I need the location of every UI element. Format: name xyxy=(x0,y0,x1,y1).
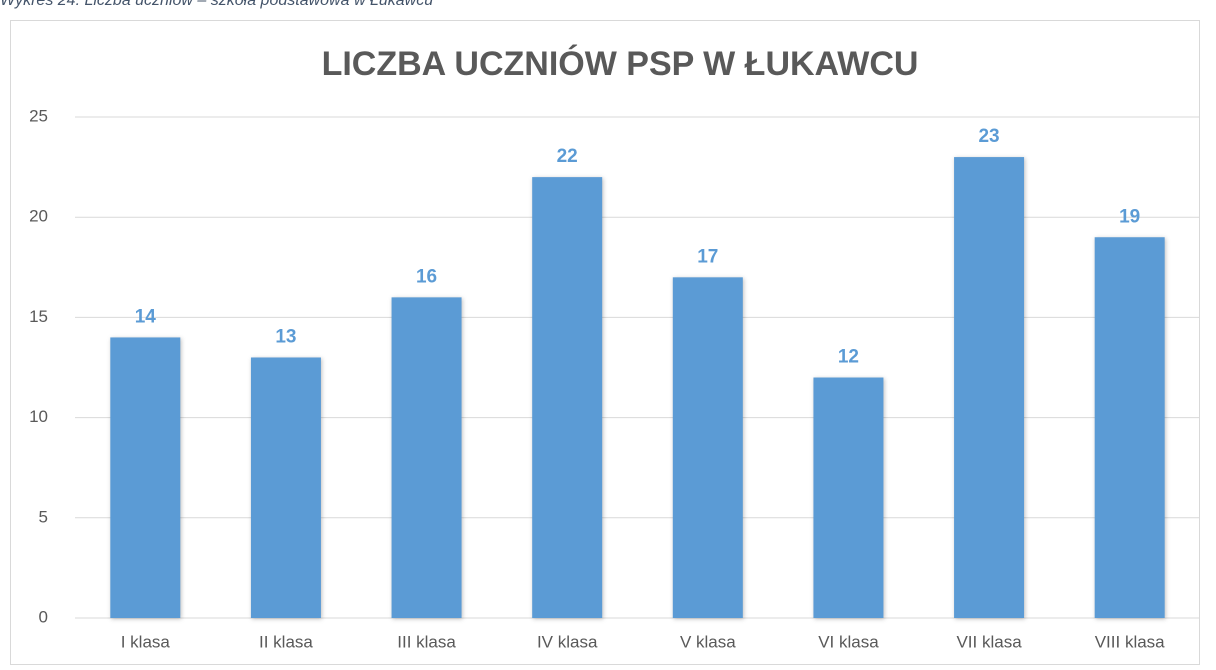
data-label: 22 xyxy=(557,146,578,167)
bar xyxy=(532,177,603,618)
bar xyxy=(391,297,462,618)
data-label: 12 xyxy=(838,347,859,368)
bar xyxy=(1094,237,1165,619)
x-tick-label: III klasa xyxy=(397,632,456,651)
y-tick-label: 10 xyxy=(29,407,48,426)
x-tick-label: IV klasa xyxy=(537,632,598,651)
y-tick-label: 15 xyxy=(29,307,48,326)
y-tick-label: 5 xyxy=(39,507,48,526)
x-tick-label: I klasa xyxy=(121,632,171,651)
data-label: 14 xyxy=(135,306,157,327)
bar xyxy=(250,357,321,618)
data-label: 19 xyxy=(1119,206,1140,227)
data-label: 13 xyxy=(275,326,296,347)
bar xyxy=(110,337,181,618)
x-tick-label: V klasa xyxy=(680,632,736,651)
bar xyxy=(954,157,1025,618)
x-tick-label: VI klasa xyxy=(818,632,879,651)
y-tick-label: 20 xyxy=(29,207,48,226)
x-tick-label: VII klasa xyxy=(956,632,1022,651)
caption: Wykres 24. Liczba uczniów – szkoła podst… xyxy=(0,0,433,9)
data-label: 23 xyxy=(978,126,999,147)
bar xyxy=(813,377,884,618)
bar xyxy=(672,277,743,618)
y-tick-label: 0 xyxy=(39,607,48,626)
data-label: 16 xyxy=(416,266,437,287)
data-label: 17 xyxy=(697,246,718,267)
x-tick-label: II klasa xyxy=(259,632,313,651)
y-tick-label: 25 xyxy=(29,106,48,125)
x-tick-label: VIII klasa xyxy=(1095,632,1165,651)
chart-title: LICZBA UCZNIÓW PSP W ŁUKAWCU xyxy=(322,45,919,83)
